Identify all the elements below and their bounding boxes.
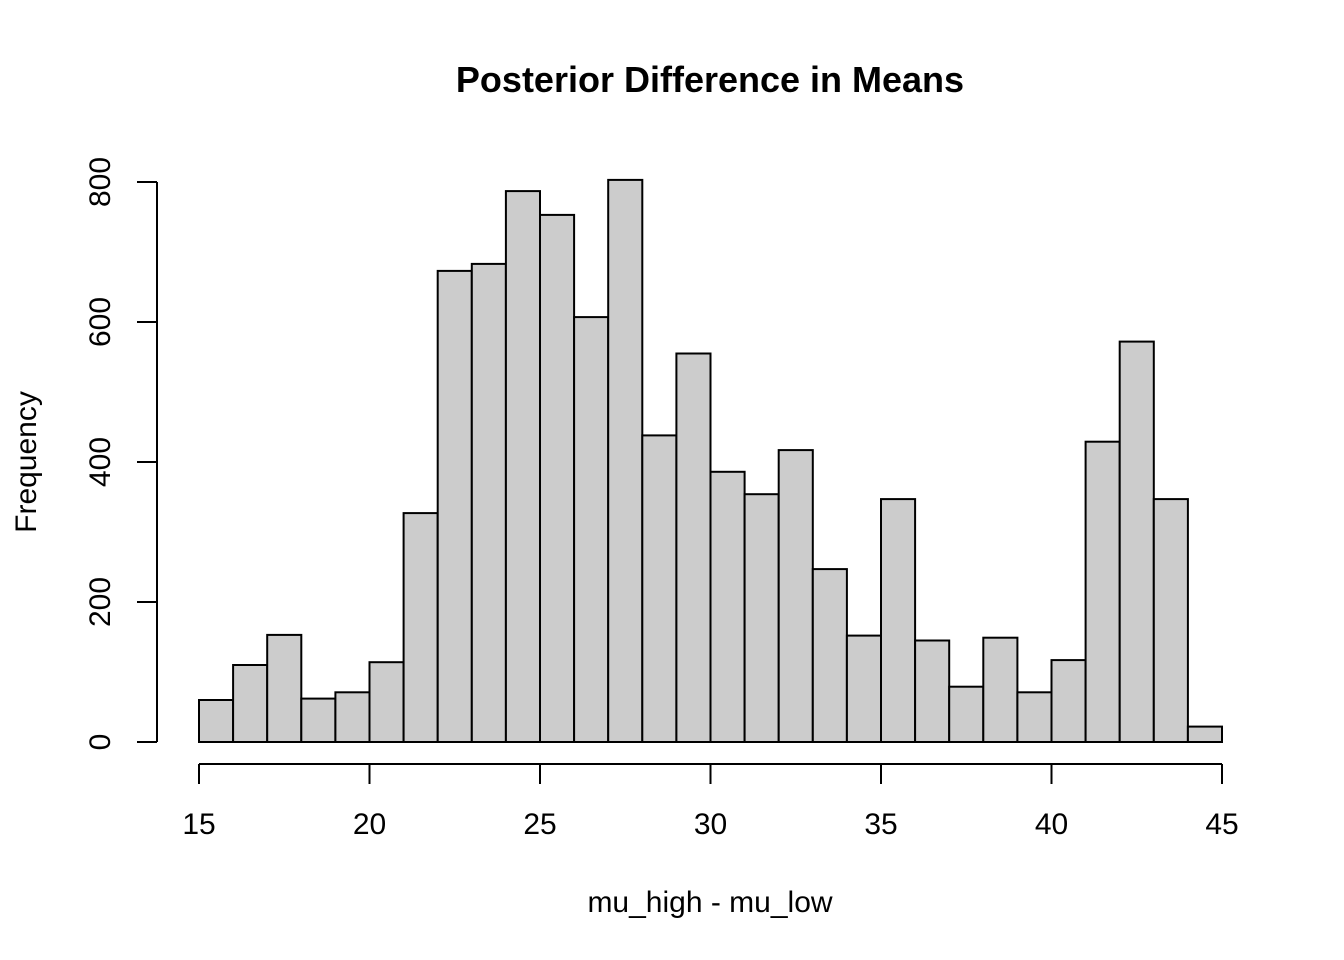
histogram-bar	[777, 449, 814, 743]
chart-title: Posterior Difference in Means	[456, 59, 964, 100]
x-tick-label: 30	[694, 808, 727, 841]
x-tick-label: 35	[864, 808, 897, 841]
histogram-bar	[811, 568, 848, 743]
histogram-bar	[266, 633, 303, 744]
histogram-bar	[198, 699, 235, 743]
histogram-bar	[948, 685, 985, 744]
histogram-bar	[368, 661, 405, 744]
histogram-bar	[1016, 691, 1053, 743]
histogram-bar	[914, 639, 951, 743]
histogram-bar	[232, 664, 269, 743]
histogram-bar	[1152, 498, 1189, 743]
histogram-bar	[334, 691, 371, 743]
histogram-bars	[198, 178, 1224, 744]
histogram-bar	[1186, 725, 1224, 743]
histogram-bar	[402, 512, 439, 743]
histogram-bar	[845, 634, 883, 743]
histogram-bar	[641, 434, 678, 743]
y-tick-label: 800	[84, 157, 117, 207]
x-tick-label: 40	[1035, 808, 1068, 841]
histogram-bar	[880, 498, 917, 743]
histogram-bar	[1050, 659, 1087, 743]
x-tick-label: 15	[182, 808, 215, 841]
x-tick-label: 45	[1205, 808, 1238, 841]
histogram-bar	[436, 269, 473, 743]
y-axis-label: Frequency	[10, 391, 43, 533]
x-axis: 15 20 25 30 35 40 45	[182, 763, 1239, 841]
y-tick-label: 600	[84, 297, 117, 347]
histogram-bar	[573, 316, 610, 743]
x-axis-label: mu_high - mu_low	[587, 886, 832, 919]
y-tick-label: 0	[84, 734, 117, 751]
y-tick-label: 400	[84, 437, 117, 487]
histogram-bar	[607, 178, 644, 743]
histogram-bar	[1084, 440, 1121, 743]
histogram-bar	[1118, 340, 1155, 743]
y-axis: 0 200 400 600 800	[84, 157, 158, 751]
x-tick-label: 20	[353, 808, 386, 841]
histogram-bar	[675, 352, 712, 743]
histogram-bar	[982, 636, 1019, 744]
histogram-bar	[709, 470, 746, 743]
histogram-bar	[504, 190, 541, 744]
histogram-bar	[539, 213, 576, 743]
histogram-bar	[743, 493, 780, 744]
x-tick-label: 25	[523, 808, 556, 841]
histogram-bar	[470, 262, 507, 743]
histogram-bar	[300, 697, 337, 743]
y-tick-label: 200	[84, 577, 117, 627]
